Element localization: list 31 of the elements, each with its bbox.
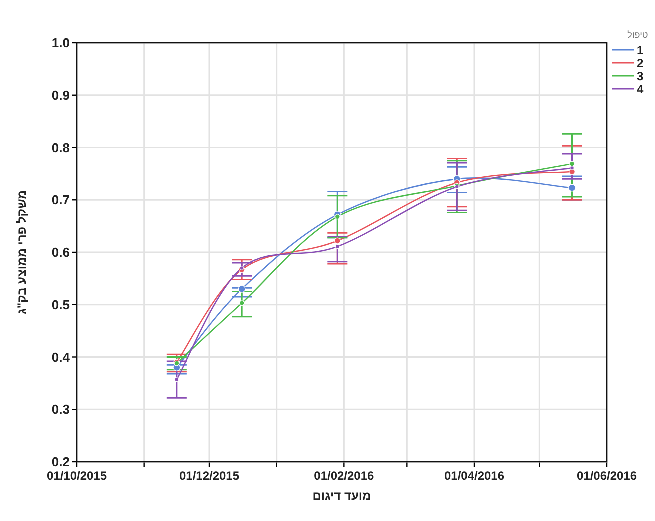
x-tick-label: 01/02/2016	[314, 469, 375, 483]
legend-label: 1	[637, 44, 644, 58]
point	[174, 378, 180, 382]
y-tick-label: 0.7	[52, 192, 70, 208]
y-tick-label: 0.4	[52, 350, 71, 365]
point	[570, 166, 574, 170]
y-tick-label: 0.6	[52, 245, 70, 260]
x-tick-label: 01/04/2016	[444, 469, 505, 483]
y-tick-label: 0.5	[52, 297, 70, 312]
x-tick-label: 01/12/2015	[179, 469, 240, 483]
point	[568, 184, 576, 192]
y-tick-label: 1.0	[52, 36, 70, 50]
legend-label: 3	[637, 70, 644, 84]
legend-title: טיפול	[628, 30, 648, 40]
y-tick-label: 0.3	[52, 402, 70, 418]
y-tick-label: 0.2	[52, 454, 70, 470]
x-tick-label: 01/06/2016	[576, 469, 638, 483]
point	[239, 300, 245, 306]
legend-label: 4	[637, 82, 644, 96]
point	[334, 214, 340, 220]
point	[570, 161, 575, 167]
x-tick-label: 01/10/2015	[46, 469, 108, 483]
point	[240, 266, 244, 270]
y-tick-label: 0.9	[52, 88, 70, 103]
x-axis-title: מועד דיגום	[312, 489, 372, 503]
legend-label: 2	[637, 56, 644, 70]
point	[335, 244, 340, 249]
point	[334, 238, 341, 244]
point	[238, 285, 246, 293]
y-axis-title: משקל פרי ממוצע בק"ג	[15, 190, 29, 314]
y-tick-label: 0.8	[52, 140, 70, 156]
